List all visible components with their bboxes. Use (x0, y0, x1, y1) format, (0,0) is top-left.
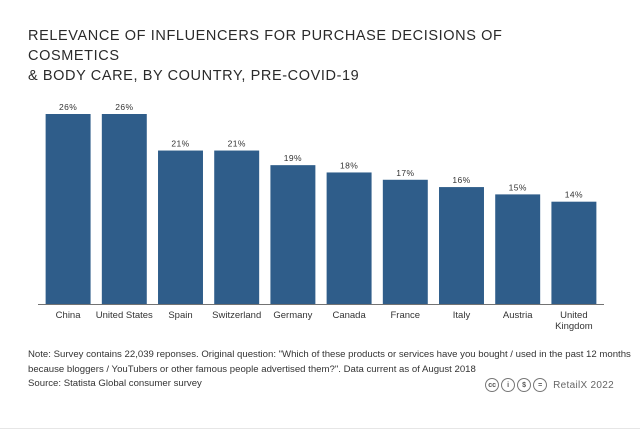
divider (0, 428, 640, 429)
x-tick-label: Germany (273, 310, 312, 321)
data-label: 26% (59, 102, 77, 112)
x-tick-label: China (56, 310, 82, 321)
noderivatives-icon: = (533, 378, 548, 392)
bar (158, 150, 203, 304)
bar-chart: 26% China 26% United States 21% Spain 21% Switz… (38, 102, 604, 332)
bar (495, 194, 541, 304)
bar (382, 179, 428, 304)
x-tick-label: Italy (453, 310, 471, 321)
data-label: 26% (115, 102, 133, 112)
creative-commons-icon: cc (485, 378, 500, 392)
chart-title-line-1: RELEVANCE OF INFLUENCERS FOR PURCHASE DE… (28, 28, 503, 64)
x-tick-label: Kingdom (555, 321, 593, 332)
x-tick-label: United States (96, 310, 153, 321)
data-label: 19% (284, 153, 302, 163)
chart-title: RELEVANCE OF INFLUENCERS FOR PURCHASE DE… (28, 26, 588, 86)
bar (326, 172, 372, 304)
data-label: 18% (340, 160, 358, 170)
x-tick-label: Canada (332, 310, 366, 321)
note-line-2: because bloggers / YouTubers or other fa… (28, 363, 476, 375)
chart-title-line-2: & BODY CARE, BY COUNTRY, PRE-COVID-19 (28, 68, 360, 84)
data-label: 21% (171, 139, 189, 149)
chart-note: Note: Survey contains 22,039 reponses. O… (28, 348, 631, 392)
data-label: 15% (509, 182, 527, 192)
bar (551, 201, 597, 304)
bar (439, 187, 484, 304)
x-tick-label: United (560, 310, 587, 321)
data-label: 16% (452, 175, 470, 185)
bar (270, 165, 316, 304)
credit-text: RetailX 2022 (553, 379, 614, 391)
x-tick-label: France (391, 310, 421, 321)
noncommercial-icon: $ (517, 378, 532, 392)
data-label: 21% (228, 139, 246, 149)
source-line: Source: Statista Global consumer survey (28, 378, 202, 389)
bar (214, 150, 260, 304)
data-label: 14% (565, 190, 583, 200)
data-label: 17% (396, 168, 414, 178)
credit: cc i $ = RetailX 2022 (485, 378, 614, 392)
attribution-icon: i (501, 378, 516, 392)
bar (101, 114, 147, 304)
note-line-1: Note: Survey contains 22,039 reponses. O… (28, 349, 631, 360)
x-tick-label: Spain (168, 310, 192, 321)
x-tick-label: Austria (503, 310, 533, 321)
bar (45, 114, 91, 304)
x-tick-label: Switzerland (212, 310, 261, 321)
